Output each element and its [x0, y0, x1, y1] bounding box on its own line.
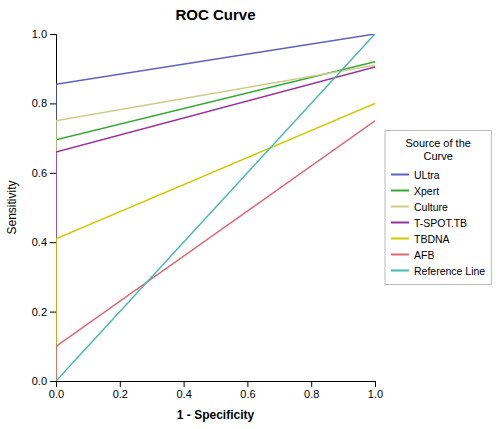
x-axis: 0.0 0.2 0.4 0.6 0.8 1.0 [49, 381, 383, 400]
legend-swatch [391, 174, 409, 176]
x-tick-label: 0.4 [176, 388, 191, 400]
y-tick-mark [50, 312, 56, 313]
legend-title: Source of theCurve [405, 137, 470, 162]
x-tick-label: 0.0 [49, 388, 64, 400]
chart: 0.0 0.2 0.4 0.6 0.8 1.0 0.0 0.2 0.4 0.6 0.8 1.0 ROC … [0, 0, 500, 429]
legend-entry: ULtra [414, 169, 440, 181]
legend: Source of theCurve ULtra Xpert Culture T-SPO… [385, 131, 491, 285]
legend-entry: T-SPOT.TB [414, 217, 467, 229]
x-axis-line [57, 382, 376, 388]
y-tick-label: 1.0 [32, 28, 47, 40]
legend-swatch [391, 238, 409, 240]
y-tick: 0.8 [32, 97, 56, 109]
x-tick: 0.6 [240, 381, 255, 400]
series-line [56, 103, 375, 381]
y-tick: 0.2 [32, 306, 56, 318]
series-line [56, 62, 375, 381]
plot-area: 0.0 0.2 0.4 0.6 0.8 1.0 0.0 0.2 0.4 0.6 0.8 1.0 [32, 28, 383, 400]
x-tick-mark [120, 381, 121, 387]
y-tick: 1.0 [32, 28, 56, 40]
legend-box [385, 131, 491, 285]
x-tick: 0.0 [49, 381, 64, 400]
legend-swatch [391, 206, 409, 208]
y-tick-mark [50, 242, 56, 243]
x-tick-mark [247, 381, 248, 387]
series-line [56, 34, 375, 381]
x-tick: 0.8 [304, 381, 319, 400]
x-tick-label: 0.6 [240, 388, 255, 400]
y-tick-label: 0.6 [32, 167, 47, 179]
y-tick-mark [50, 34, 56, 35]
x-axis-title: 1 - Specificity [177, 408, 255, 422]
legend-entry: Reference Line [414, 265, 485, 277]
x-tick: 0.2 [113, 381, 128, 400]
legend-swatch [391, 254, 409, 256]
lines [56, 34, 375, 381]
x-tick-label: 0.2 [113, 388, 128, 400]
y-tick: 0.6 [32, 167, 56, 179]
legend-entry: TBDNA [414, 233, 450, 245]
y-tick-mark [50, 103, 56, 104]
title: ROC Curve [175, 6, 255, 23]
x-tick-mark [311, 381, 312, 387]
y-tick-label: 0.0 [32, 375, 47, 387]
legend-entry: AFB [414, 249, 434, 261]
series-line [56, 67, 375, 381]
x-tick-label: 1.0 [368, 388, 383, 400]
series-line [56, 34, 375, 381]
legend-swatch [391, 190, 409, 192]
series-line [56, 65, 375, 381]
legend-entry: Xpert [414, 185, 439, 197]
y-axis-title: Sensitivity [5, 180, 19, 234]
x-tick-mark [184, 381, 185, 387]
series-line [56, 121, 375, 381]
y-tick-mark [50, 173, 56, 174]
legend-swatch [391, 222, 409, 224]
x-tick: 1.0 [368, 381, 383, 400]
x-tick: 0.4 [176, 381, 191, 400]
y-tick-label: 0.4 [32, 236, 47, 248]
y-axis: 0.0 0.2 0.4 0.6 0.8 1.0 [32, 28, 57, 387]
legend-entry: Culture [414, 201, 448, 213]
y-tick-label: 0.8 [32, 97, 47, 109]
y-tick: 0.0 [32, 375, 56, 387]
y-tick: 0.4 [32, 236, 56, 248]
x-tick-mark [375, 381, 376, 387]
y-tick-label: 0.2 [32, 306, 47, 318]
x-tick-label: 0.8 [304, 388, 319, 400]
y-axis-line [50, 35, 57, 382]
legend-swatch [391, 270, 409, 272]
y-tick-mark [50, 381, 56, 382]
